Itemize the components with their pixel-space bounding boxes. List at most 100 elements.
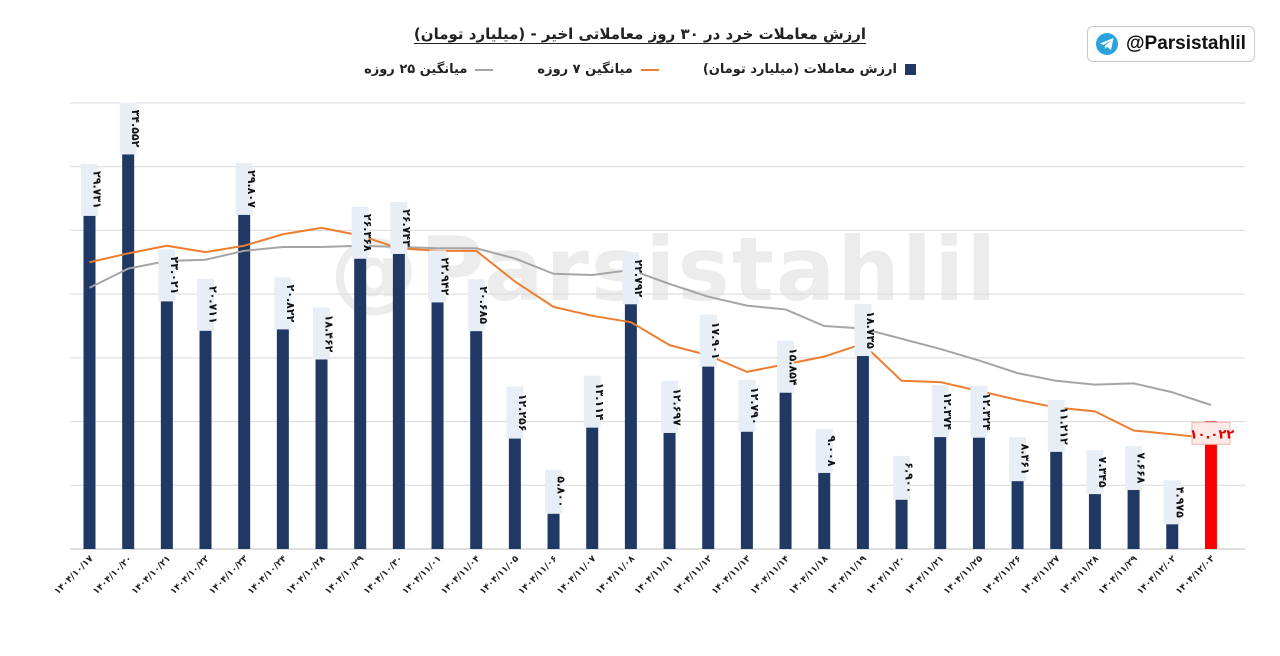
x-tick-label: ۱۴۰۴/۱۱/۲۰ (865, 554, 908, 597)
data-label: ۲۰.۶۸۵ (477, 286, 490, 324)
x-tick-label: ۱۴۰۴/۱۲/۰۳ (1174, 554, 1217, 597)
x-tick-label: ۱۴۰۴/۱۲/۰۲ (1136, 554, 1179, 597)
data-label-box (738, 379, 756, 432)
data-label-box (777, 340, 795, 393)
data-label: ۹.۰۰۸ (825, 435, 838, 466)
bar (702, 320, 715, 549)
legend-label-value: ارزش معاملات (میلیارد تومان) (702, 62, 897, 77)
x-tick-label: ۱۴۰۴/۱۱/۱۱ (633, 554, 676, 597)
data-label-box (699, 314, 717, 367)
data-label-box (931, 385, 949, 438)
x-tick-label: ۱۴۰۴/۱۱/۲۹ (1097, 554, 1140, 597)
x-tick-label: ۱۴۰۴/۱۱/۲۸ (1058, 554, 1101, 597)
data-label-box (1047, 399, 1065, 452)
data-label-box (1086, 450, 1104, 495)
x-tick-label: ۱۴۰۴/۱۰/۲۲ (169, 554, 212, 597)
chart-title: ارزش معاملات خرد در ۳۰ روز معاملاتی اخیر… (413, 25, 867, 43)
data-label-box (1009, 437, 1027, 482)
x-tick-label: ۱۴۰۴/۱۱/۱۲ (672, 554, 715, 597)
data-label-box (815, 428, 833, 473)
data-label: ۶.۹۰۰ (903, 462, 916, 493)
brand-badge[interactable]: @Parsistahlil (1087, 26, 1255, 62)
data-label: ۱۲.۷۹۰ (748, 387, 761, 425)
x-tick-label: ۱۴۰۴/۱۰/۱۷ (53, 554, 96, 597)
chart-legend: ارزش معاملات (میلیارد تومان) میانگین ۷ ر… (0, 62, 1280, 77)
data-label: ۷.۳۴۵ (1096, 457, 1109, 488)
data-label: ۲۳.۰۲۱ (168, 257, 181, 295)
series-line-ma25 (89, 244, 1212, 406)
series-line-ma7 (89, 226, 1212, 440)
bar (354, 212, 367, 549)
data-label-box (506, 386, 524, 439)
bar (431, 256, 444, 549)
data-label: ۲۲.۷۹۲ (632, 259, 645, 297)
brand-handle: @Parsistahlil (1126, 33, 1246, 54)
bar (392, 208, 405, 549)
data-label: ۱۷.۹۰۱ (709, 322, 722, 360)
bar (470, 285, 483, 549)
x-tick-label: ۱۴۰۴/۱۱/۲۷ (1020, 554, 1063, 597)
x-tick-label: ۱۴۰۴/۱۰/۲۱ (130, 554, 173, 597)
x-tick-label: ۱۴۰۴/۱۱/۰۸ (594, 554, 637, 597)
bar (315, 313, 328, 549)
bar (160, 255, 173, 550)
x-tick-label: ۱۴۰۴/۱۱/۰۷ (556, 554, 599, 597)
legend-item-ma7: میانگین ۷ روزه (537, 62, 659, 77)
x-tick-label: ۱۴۰۴/۱۱/۰۴ (440, 554, 483, 597)
data-label-box (81, 163, 98, 216)
data-label-box (1125, 446, 1143, 491)
data-label: ۸.۳۶۱ (1019, 444, 1032, 475)
data-label-box (970, 385, 988, 438)
legend-label-ma25: میانگین ۲۵ روزه (364, 62, 468, 77)
legend-swatch-ma7 (640, 68, 659, 71)
chart-title-wrap: ارزش معاملات خرد در ۳۰ روز معاملاتی اخیر… (0, 24, 1280, 43)
data-label-box (119, 102, 137, 155)
x-tick-label: ۱۴۰۴/۱۰/۳۰ (362, 554, 405, 597)
data-label-box (235, 162, 253, 215)
data-label: ۲۶.۷۴۳ (400, 209, 413, 247)
bar (199, 285, 212, 549)
legend-label-ma7: میانگین ۷ روزه (537, 62, 633, 77)
data-label: ۲۶.۳۶۸ (361, 214, 374, 252)
data-label: ۱۲.۳۷۴ (941, 392, 954, 430)
x-tick-label: ۱۴۰۴/۱۰/۲۸ (285, 554, 328, 597)
bar (276, 283, 289, 549)
data-label-box (661, 380, 679, 433)
data-label-box (583, 375, 601, 428)
data-label-box (1191, 421, 1231, 445)
data-label: ۲۰.۸۲۲ (284, 285, 297, 323)
x-tick-label: ۱۴۰۴/۱۰/۲۴ (246, 554, 289, 597)
x-tick-label: ۱۴۰۴/۱۰/۲۹ (324, 554, 367, 597)
x-tick-label: ۱۴۰۴/۱۰/۲۳ (207, 554, 250, 597)
bar (1204, 421, 1217, 549)
data-label-box (467, 279, 485, 332)
data-label: ۱۱.۲۱۲ (1057, 407, 1070, 445)
x-tick-label: ۱۴۰۴/۱۱/۱۴ (749, 554, 792, 597)
x-tick-label: ۱۴۰۴/۱۱/۲۱ (904, 554, 947, 597)
data-label: ۲۹.۸۰۷ (245, 170, 258, 208)
data-label-box (429, 250, 447, 303)
telegram-icon (1096, 33, 1118, 55)
data-label-box (622, 252, 640, 305)
data-label-box (390, 201, 408, 254)
data-label: ۴.۹۷۵ (1173, 487, 1186, 518)
x-tick-label: ۱۴۰۴/۱۱/۰۶ (517, 554, 560, 597)
legend-item-value: ارزش معاملات (میلیارد تومان) (703, 62, 916, 77)
data-label-box (893, 455, 911, 500)
data-label: ۱۰.۰۲۲ (1190, 427, 1235, 442)
data-label: ۳۴.۵۵۲ (129, 110, 142, 148)
x-tick-label: ۱۴۰۴/۱۱/۰۱ (401, 554, 444, 597)
data-label-box (545, 469, 563, 514)
data-label: ۲۹.۷۳۱ (91, 171, 104, 209)
x-tick-label: ۱۴۰۴/۱۱/۰۵ (478, 554, 521, 597)
data-label-box (197, 278, 215, 331)
x-tick-label: ۱۴۰۴/۱۰/۲۰ (91, 554, 134, 597)
data-label-box (351, 206, 369, 259)
bar (856, 310, 869, 549)
data-label-box (1163, 480, 1181, 525)
data-label: ۱۲.۶۹۷ (671, 388, 684, 426)
data-label-box (158, 249, 176, 302)
x-tick-label: ۱۴۰۴/۱۱/۱۳ (710, 554, 753, 597)
legend-swatch-ma25 (475, 68, 494, 71)
